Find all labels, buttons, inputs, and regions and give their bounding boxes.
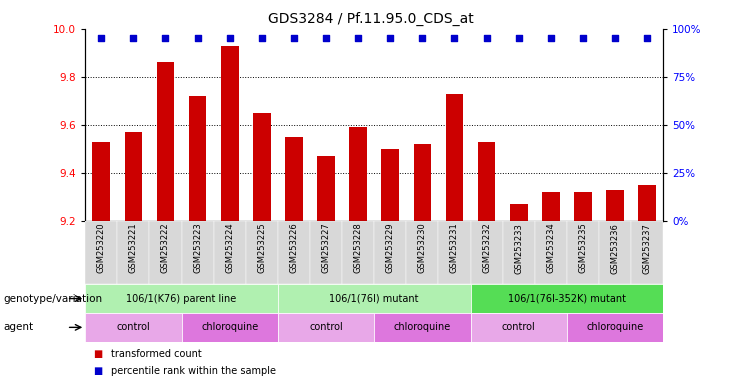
Bar	[85, 284, 278, 313]
Text: GSM253228: GSM253228	[353, 223, 362, 273]
Bar	[213, 221, 246, 284]
Bar	[535, 221, 567, 284]
Point	[224, 35, 236, 41]
Text: genotype/variation: genotype/variation	[4, 293, 103, 304]
Text: agent: agent	[4, 322, 34, 333]
Bar	[478, 142, 496, 221]
Text: GSM253225: GSM253225	[257, 223, 266, 273]
Bar	[253, 113, 270, 221]
Point	[577, 35, 589, 41]
Bar	[471, 221, 502, 284]
Bar	[182, 221, 213, 284]
Text: control: control	[502, 322, 536, 333]
Point	[96, 35, 107, 41]
Point	[127, 35, 139, 41]
Point	[416, 35, 428, 41]
Bar	[631, 221, 663, 284]
Bar	[349, 127, 367, 221]
Bar	[638, 185, 656, 221]
Bar	[278, 221, 310, 284]
Bar	[606, 190, 624, 221]
Point	[545, 35, 556, 41]
Text: GSM253223: GSM253223	[193, 223, 202, 273]
Bar	[278, 284, 471, 313]
Text: ■: ■	[93, 349, 102, 359]
Text: percentile rank within the sample: percentile rank within the sample	[111, 366, 276, 376]
Bar	[156, 63, 174, 221]
Bar	[471, 313, 567, 342]
Text: GSM253232: GSM253232	[482, 223, 491, 273]
Bar	[599, 221, 631, 284]
Text: 106/1(K76) parent line: 106/1(K76) parent line	[127, 293, 236, 304]
Bar	[471, 284, 663, 313]
Text: GSM253229: GSM253229	[386, 223, 395, 273]
Text: GSM253235: GSM253235	[579, 223, 588, 273]
Bar	[413, 144, 431, 221]
Point	[385, 35, 396, 41]
Bar	[445, 94, 463, 221]
Bar	[182, 313, 278, 342]
Bar	[93, 142, 110, 221]
Text: chloroquine: chloroquine	[201, 322, 259, 333]
Bar	[406, 221, 439, 284]
Point	[448, 35, 460, 41]
Bar	[310, 221, 342, 284]
Point	[481, 35, 493, 41]
Text: transformed count: transformed count	[111, 349, 202, 359]
Text: GSM253222: GSM253222	[161, 223, 170, 273]
Text: GDS3284 / Pf.11.95.0_CDS_at: GDS3284 / Pf.11.95.0_CDS_at	[268, 12, 473, 26]
Text: GSM253230: GSM253230	[418, 223, 427, 273]
Point	[641, 35, 653, 41]
Text: GSM253234: GSM253234	[546, 223, 555, 273]
Bar	[117, 221, 150, 284]
Bar	[510, 204, 528, 221]
Bar	[374, 221, 406, 284]
Point	[192, 35, 204, 41]
Point	[159, 35, 171, 41]
Text: chloroquine: chloroquine	[586, 322, 644, 333]
Text: GSM253221: GSM253221	[129, 223, 138, 273]
Bar	[124, 132, 142, 221]
Bar	[85, 221, 117, 284]
Bar	[85, 313, 182, 342]
Text: control: control	[116, 322, 150, 333]
Bar	[439, 221, 471, 284]
Bar	[278, 313, 374, 342]
Text: 106/1(76I-352K) mutant: 106/1(76I-352K) mutant	[508, 293, 626, 304]
Bar	[285, 137, 303, 221]
Bar	[567, 221, 599, 284]
Point	[352, 35, 364, 41]
Bar	[574, 192, 592, 221]
Point	[609, 35, 621, 41]
Text: GSM253231: GSM253231	[450, 223, 459, 273]
Bar	[342, 221, 374, 284]
Bar	[189, 96, 207, 221]
Bar	[567, 313, 663, 342]
Text: GSM253226: GSM253226	[290, 223, 299, 273]
Point	[320, 35, 332, 41]
Bar	[374, 313, 471, 342]
Text: 106/1(76I) mutant: 106/1(76I) mutant	[330, 293, 419, 304]
Text: GSM253236: GSM253236	[611, 223, 619, 273]
Bar	[502, 221, 535, 284]
Text: chloroquine: chloroquine	[393, 322, 451, 333]
Text: control: control	[309, 322, 343, 333]
Text: GSM253233: GSM253233	[514, 223, 523, 273]
Bar	[246, 221, 278, 284]
Bar	[221, 46, 239, 221]
Text: ■: ■	[93, 366, 102, 376]
Point	[288, 35, 300, 41]
Bar	[150, 221, 182, 284]
Bar	[317, 156, 335, 221]
Text: GSM253220: GSM253220	[97, 223, 106, 273]
Bar	[382, 149, 399, 221]
Bar	[542, 192, 559, 221]
Text: GSM253237: GSM253237	[642, 223, 651, 273]
Text: GSM253227: GSM253227	[322, 223, 330, 273]
Point	[513, 35, 525, 41]
Text: GSM253224: GSM253224	[225, 223, 234, 273]
Point	[256, 35, 268, 41]
